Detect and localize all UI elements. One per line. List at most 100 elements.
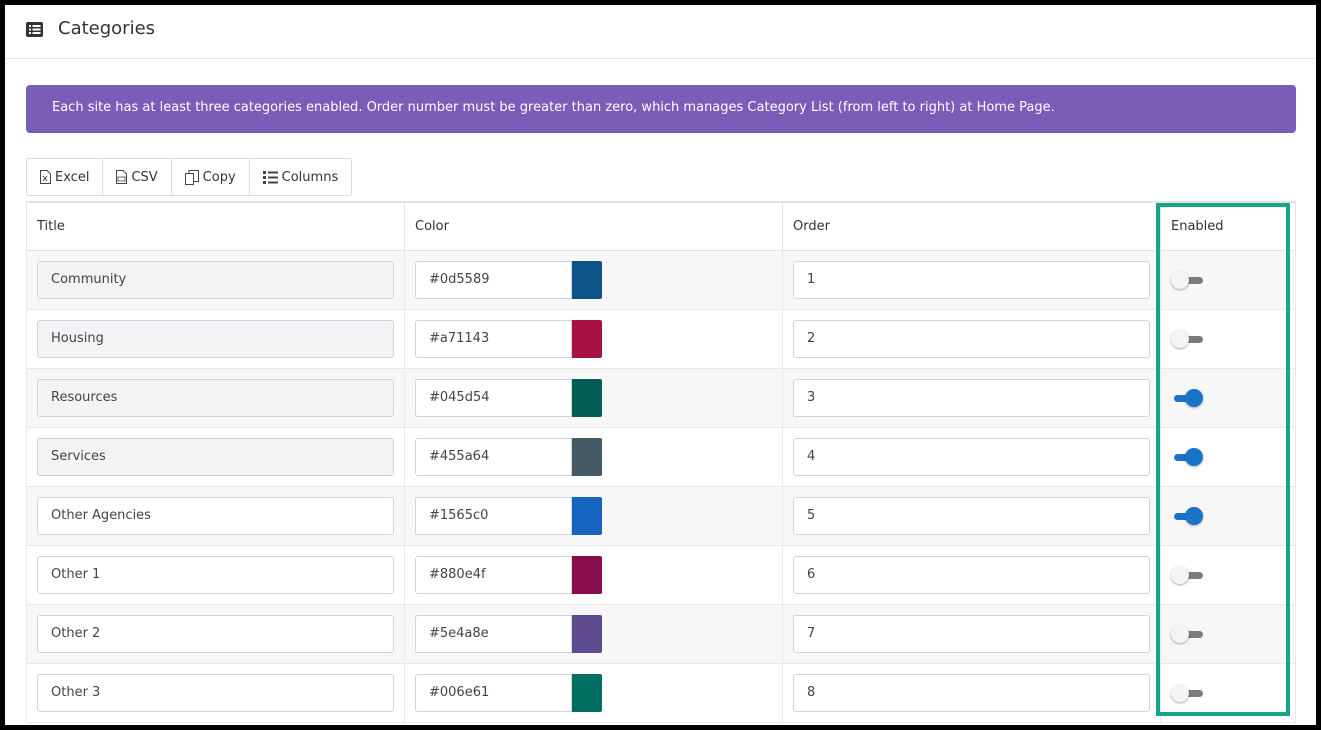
toggle-track [1177,689,1203,697]
title-cell: Housing [26,308,405,369]
title-value: Services [51,449,106,464]
color-input[interactable]: #5e4a8e [415,614,572,653]
title-input[interactable]: Services [37,437,394,476]
title-input[interactable]: Housing [37,319,394,358]
color-input[interactable]: #1565c0 [415,496,572,535]
column-header-enabled[interactable]: Enabled [1160,201,1296,251]
color-input[interactable]: #455a64 [415,437,572,476]
title-value: Community [51,272,127,287]
toggle-track [1177,276,1203,284]
order-value: 8 [807,685,816,700]
csv-button[interactable]: CSV [103,159,172,195]
order-value: 7 [807,626,816,641]
color-value: #455a64 [429,449,490,464]
color-cell: #880e4f [404,544,783,605]
color-swatch[interactable] [572,378,602,417]
order-input[interactable]: 8 [793,673,1150,712]
column-header-color[interactable]: Color [404,201,783,251]
order-input[interactable]: 6 [793,555,1150,594]
column-header-title[interactable]: Title [26,201,405,251]
color-swatch[interactable] [572,437,602,476]
color-input[interactable]: #045d54 [415,378,572,417]
color-cell: #1565c0 [404,485,783,546]
title-input[interactable]: Other 1 [37,555,394,594]
color-swatch[interactable] [572,614,602,653]
excel-button[interactable]: Excel [27,159,104,195]
title-input[interactable]: Other 2 [37,614,394,653]
order-input[interactable]: 2 [793,319,1150,358]
order-cell: 5 [782,485,1161,546]
order-cell: 1 [782,249,1161,310]
color-picker: #045d54 [415,378,772,417]
enabled-toggle[interactable] [1171,683,1205,703]
color-swatch[interactable] [572,496,602,535]
color-value: #880e4f [429,567,486,582]
color-picker: #0d5589 [415,260,772,299]
title-cell: Other 3 [26,662,405,723]
color-input[interactable]: #006e61 [415,673,572,712]
enabled-toggle[interactable] [1171,447,1205,467]
toggle-knob [1185,506,1203,525]
order-cell: 3 [782,367,1161,428]
toggle-knob [1185,447,1203,466]
title-input[interactable]: Community [37,260,394,299]
enabled-toggle[interactable] [1171,270,1205,290]
color-cell: #a71143 [404,308,783,369]
order-value: 2 [807,331,816,346]
color-input[interactable]: #880e4f [415,555,572,594]
title-cell: Other 1 [26,544,405,605]
toggle-knob [1171,565,1189,584]
table-header-row: Title Color Order Enabled [26,201,1296,251]
title-cell: Other 2 [26,603,405,664]
enabled-toggle[interactable] [1171,506,1205,526]
color-swatch[interactable] [572,555,602,594]
columns-button-label: Columns [281,169,339,185]
enabled-cell [1160,367,1296,428]
color-value: #006e61 [429,685,490,700]
order-cell: 7 [782,603,1161,664]
order-input[interactable]: 3 [793,378,1150,417]
color-input[interactable]: #a71143 [415,319,572,358]
enabled-cell [1160,308,1296,369]
color-swatch[interactable] [572,673,602,712]
table-row: Other 1 #880e4f 6 [26,544,1296,605]
order-input[interactable]: 7 [793,614,1150,653]
order-input[interactable]: 1 [793,260,1150,299]
color-picker: #1565c0 [415,496,772,535]
title-input[interactable]: Other 3 [37,673,394,712]
enabled-toggle[interactable] [1171,624,1205,644]
toggle-track [1177,630,1203,638]
enabled-toggle[interactable] [1171,329,1205,349]
enabled-toggle[interactable] [1171,388,1205,408]
title-value: Resources [51,390,118,405]
color-value: #0d5589 [429,272,490,287]
page-header: Categories [5,5,1316,59]
title-input[interactable]: Other Agencies [37,496,394,535]
table-row: Other 2 #5e4a8e 7 [26,603,1296,664]
enabled-toggle[interactable] [1171,565,1205,585]
title-input[interactable]: Resources [37,378,394,417]
color-input[interactable]: #0d5589 [415,260,572,299]
title-value: Housing [51,331,104,346]
order-value: 4 [807,449,816,464]
columns-button[interactable]: Columns [249,159,352,195]
info-alert: Each site has at least three categories … [26,85,1296,133]
table-row: Other Agencies #1565c0 5 [26,485,1296,546]
color-swatch[interactable] [572,319,602,358]
toggle-knob [1185,388,1203,407]
title-cell: Other Agencies [26,485,405,546]
color-picker: #5e4a8e [415,614,772,653]
column-header-order[interactable]: Order [782,201,1161,251]
page-title: Categories [58,18,156,39]
order-value: 3 [807,390,816,405]
table-body: Community #0d5589 1 Housing #a71143 [26,249,1296,723]
color-swatch[interactable] [572,260,602,299]
title-value: Other 2 [51,626,101,641]
enabled-cell [1160,426,1296,487]
order-input[interactable]: 4 [793,437,1150,476]
copy-button[interactable]: Copy [171,159,250,195]
order-input[interactable]: 5 [793,496,1150,535]
toggle-knob [1171,624,1189,643]
title-value: Other 3 [51,685,101,700]
enabled-cell [1160,662,1296,723]
